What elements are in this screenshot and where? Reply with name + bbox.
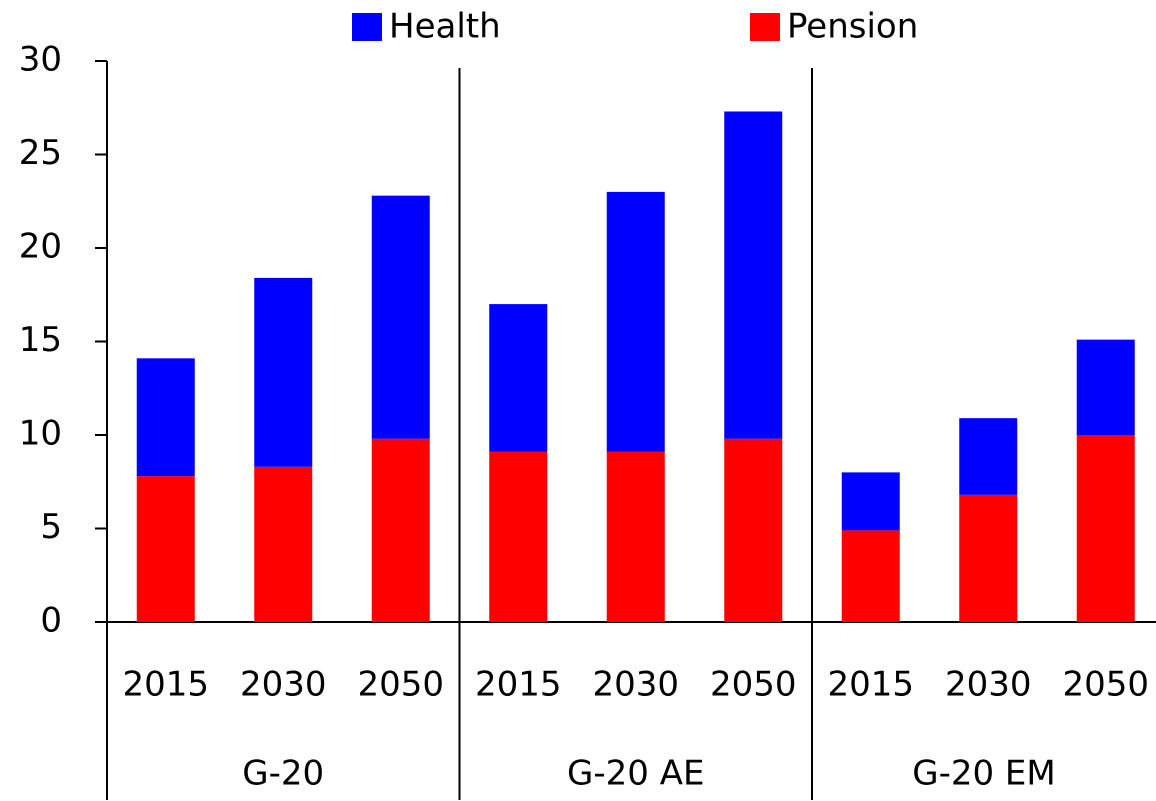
bar-segment [489, 304, 548, 452]
bar-segment [371, 438, 430, 622]
legend-label: Health [389, 7, 501, 47]
bar-segment [489, 451, 548, 622]
y-tick-label: 10 [19, 414, 62, 454]
group-label: G-20 [242, 754, 324, 794]
bar-segment [724, 438, 783, 622]
bar-segment [841, 472, 900, 531]
bar-segment [254, 277, 313, 467]
x-tick-label: 2015 [122, 665, 209, 705]
bar-segment [841, 530, 900, 622]
y-tick-label: 30 [19, 40, 62, 80]
bar-segment [724, 111, 783, 439]
bar-segment [371, 195, 430, 439]
group-label: G-20 AE [567, 754, 704, 794]
bar-segment [606, 451, 665, 622]
bar-segment [959, 494, 1018, 622]
bar-segment [136, 476, 195, 622]
y-tick-label: 0 [40, 601, 62, 641]
x-tick-label: 2050 [710, 665, 797, 705]
bar-segment [1076, 435, 1135, 622]
x-tick-label: 2015 [827, 665, 914, 705]
x-tick-label: 2030 [240, 665, 327, 705]
x-tick-label: 2050 [357, 665, 444, 705]
y-tick-label: 15 [19, 320, 62, 360]
group-label: G-20 EM [912, 754, 1056, 794]
legend-label: Pension [787, 7, 918, 47]
y-tick-label: 25 [19, 133, 62, 173]
bar-segment [136, 358, 195, 477]
y-tick-label: 20 [19, 227, 62, 267]
x-tick-label: 2015 [475, 665, 562, 705]
x-tick-label: 2050 [1062, 665, 1149, 705]
x-tick-label: 2030 [945, 665, 1032, 705]
bar-segment [1076, 339, 1135, 435]
bar-segment [254, 466, 313, 622]
legend-swatch [352, 13, 382, 41]
bar-segment [959, 418, 1018, 495]
y-tick-label: 5 [40, 507, 62, 547]
legend-swatch [750, 13, 780, 41]
bar-segment [606, 191, 665, 452]
x-tick-label: 2030 [592, 665, 679, 705]
